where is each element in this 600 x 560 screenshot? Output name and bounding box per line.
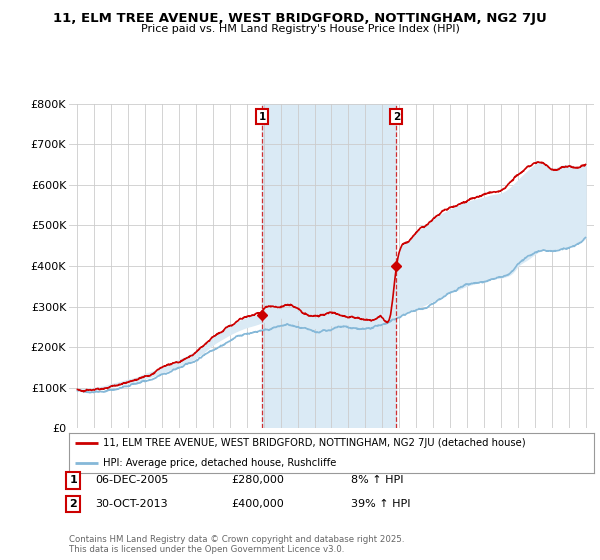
Text: £400,000: £400,000 (231, 499, 284, 509)
Text: Contains HM Land Registry data © Crown copyright and database right 2025.
This d: Contains HM Land Registry data © Crown c… (69, 535, 404, 554)
Text: 1: 1 (259, 111, 266, 122)
Text: 11, ELM TREE AVENUE, WEST BRIDGFORD, NOTTINGHAM, NG2 7JU: 11, ELM TREE AVENUE, WEST BRIDGFORD, NOT… (53, 12, 547, 25)
Text: 11, ELM TREE AVENUE, WEST BRIDGFORD, NOTTINGHAM, NG2 7JU (detached house): 11, ELM TREE AVENUE, WEST BRIDGFORD, NOT… (103, 438, 526, 448)
Text: 8% ↑ HPI: 8% ↑ HPI (351, 475, 404, 486)
Text: 2: 2 (393, 111, 400, 122)
Text: 30-OCT-2013: 30-OCT-2013 (95, 499, 167, 509)
Text: £280,000: £280,000 (231, 475, 284, 486)
Text: Price paid vs. HM Land Registry's House Price Index (HPI): Price paid vs. HM Land Registry's House … (140, 24, 460, 34)
Text: 2: 2 (70, 499, 77, 509)
Bar (262, 104, 397, 428)
Text: 1: 1 (70, 475, 77, 486)
Text: 06-DEC-2005: 06-DEC-2005 (95, 475, 168, 486)
Text: 39% ↑ HPI: 39% ↑ HPI (351, 499, 410, 509)
Text: HPI: Average price, detached house, Rushcliffe: HPI: Average price, detached house, Rush… (103, 458, 337, 468)
